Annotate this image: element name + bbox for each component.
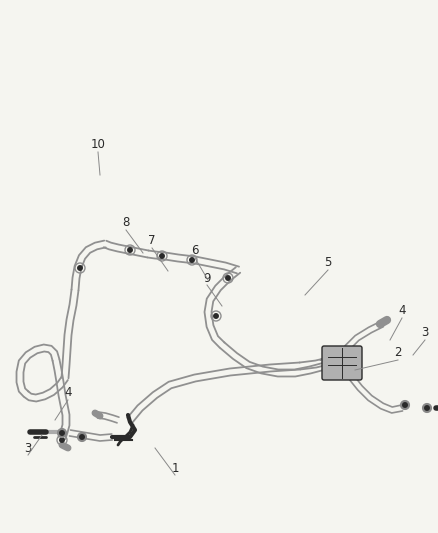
Circle shape bbox=[57, 429, 67, 438]
Circle shape bbox=[78, 266, 82, 270]
Circle shape bbox=[128, 248, 132, 252]
Circle shape bbox=[400, 400, 410, 409]
Text: 2: 2 bbox=[394, 346, 402, 359]
Text: 3: 3 bbox=[421, 327, 429, 340]
Circle shape bbox=[78, 432, 86, 441]
Text: 1: 1 bbox=[171, 462, 179, 474]
Text: 10: 10 bbox=[91, 139, 106, 151]
Text: 5: 5 bbox=[324, 256, 332, 270]
Text: 9: 9 bbox=[203, 271, 211, 285]
Text: 3: 3 bbox=[25, 441, 32, 455]
Circle shape bbox=[160, 254, 164, 259]
Text: 4: 4 bbox=[398, 304, 406, 318]
Circle shape bbox=[80, 435, 84, 439]
Circle shape bbox=[403, 403, 407, 407]
Circle shape bbox=[226, 276, 230, 280]
Text: 4: 4 bbox=[64, 386, 72, 400]
FancyBboxPatch shape bbox=[322, 346, 362, 380]
Circle shape bbox=[214, 314, 218, 318]
Circle shape bbox=[423, 403, 431, 413]
Text: 7: 7 bbox=[148, 235, 156, 247]
Text: 6: 6 bbox=[191, 245, 199, 257]
Text: 8: 8 bbox=[122, 216, 130, 230]
Circle shape bbox=[60, 431, 64, 435]
Circle shape bbox=[425, 406, 429, 410]
Circle shape bbox=[60, 438, 64, 442]
Circle shape bbox=[190, 258, 194, 262]
